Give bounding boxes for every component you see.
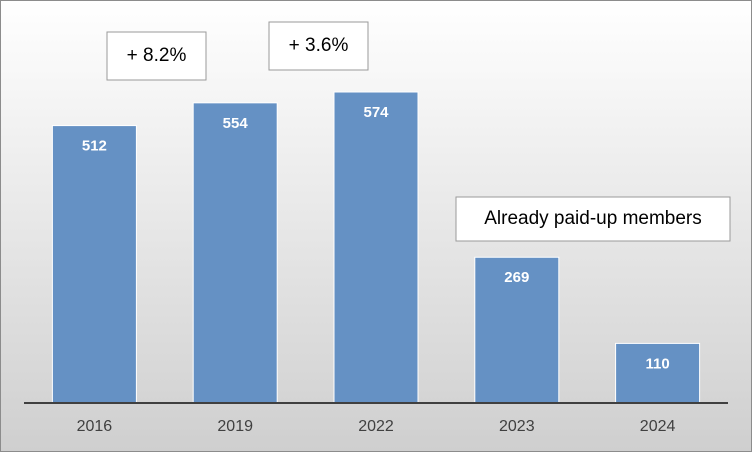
value-label: 512 bbox=[82, 138, 107, 155]
annotation-box bbox=[455, 196, 731, 242]
bar bbox=[333, 91, 419, 404]
value-label: 574 bbox=[363, 104, 389, 121]
x-tick-label: 2022 bbox=[358, 418, 394, 435]
x-tick-label: 2019 bbox=[217, 418, 253, 435]
x-tick-label: 2016 bbox=[77, 418, 113, 435]
value-label: 269 bbox=[504, 269, 529, 286]
annotation: Already paid-up members bbox=[484, 208, 702, 229]
annotation: + 3.6% bbox=[289, 35, 349, 56]
value-label: 110 bbox=[645, 355, 669, 372]
bar bbox=[615, 342, 701, 404]
x-tick-label: 2023 bbox=[499, 418, 535, 435]
bar bbox=[474, 256, 560, 404]
x-tick-label: 2024 bbox=[640, 418, 676, 435]
annotation: + 8.2% bbox=[127, 45, 187, 66]
annotation-box bbox=[268, 21, 369, 71]
value-label: 554 bbox=[223, 115, 249, 132]
bar bbox=[192, 102, 278, 404]
bar bbox=[51, 125, 137, 404]
annotation-box bbox=[106, 31, 207, 81]
